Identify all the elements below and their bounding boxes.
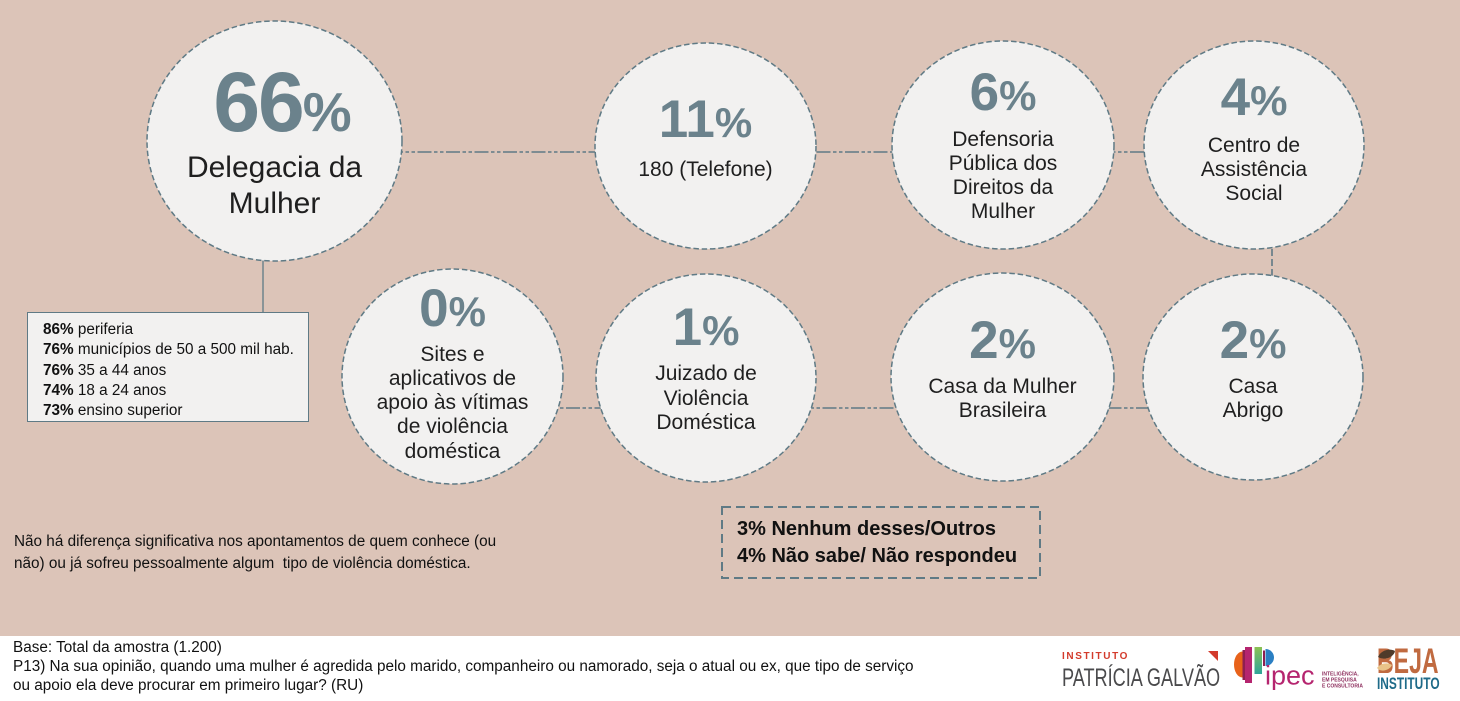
svg-text:ipec: ipec [1265, 661, 1315, 691]
svg-text:E CONSULTORIA: E CONSULTORIA [1322, 684, 1363, 690]
svg-text:INTELIGÊNCIA,: INTELIGÊNCIA, [1322, 670, 1359, 678]
svg-text:EM PESQUISA: EM PESQUISA [1322, 678, 1357, 684]
